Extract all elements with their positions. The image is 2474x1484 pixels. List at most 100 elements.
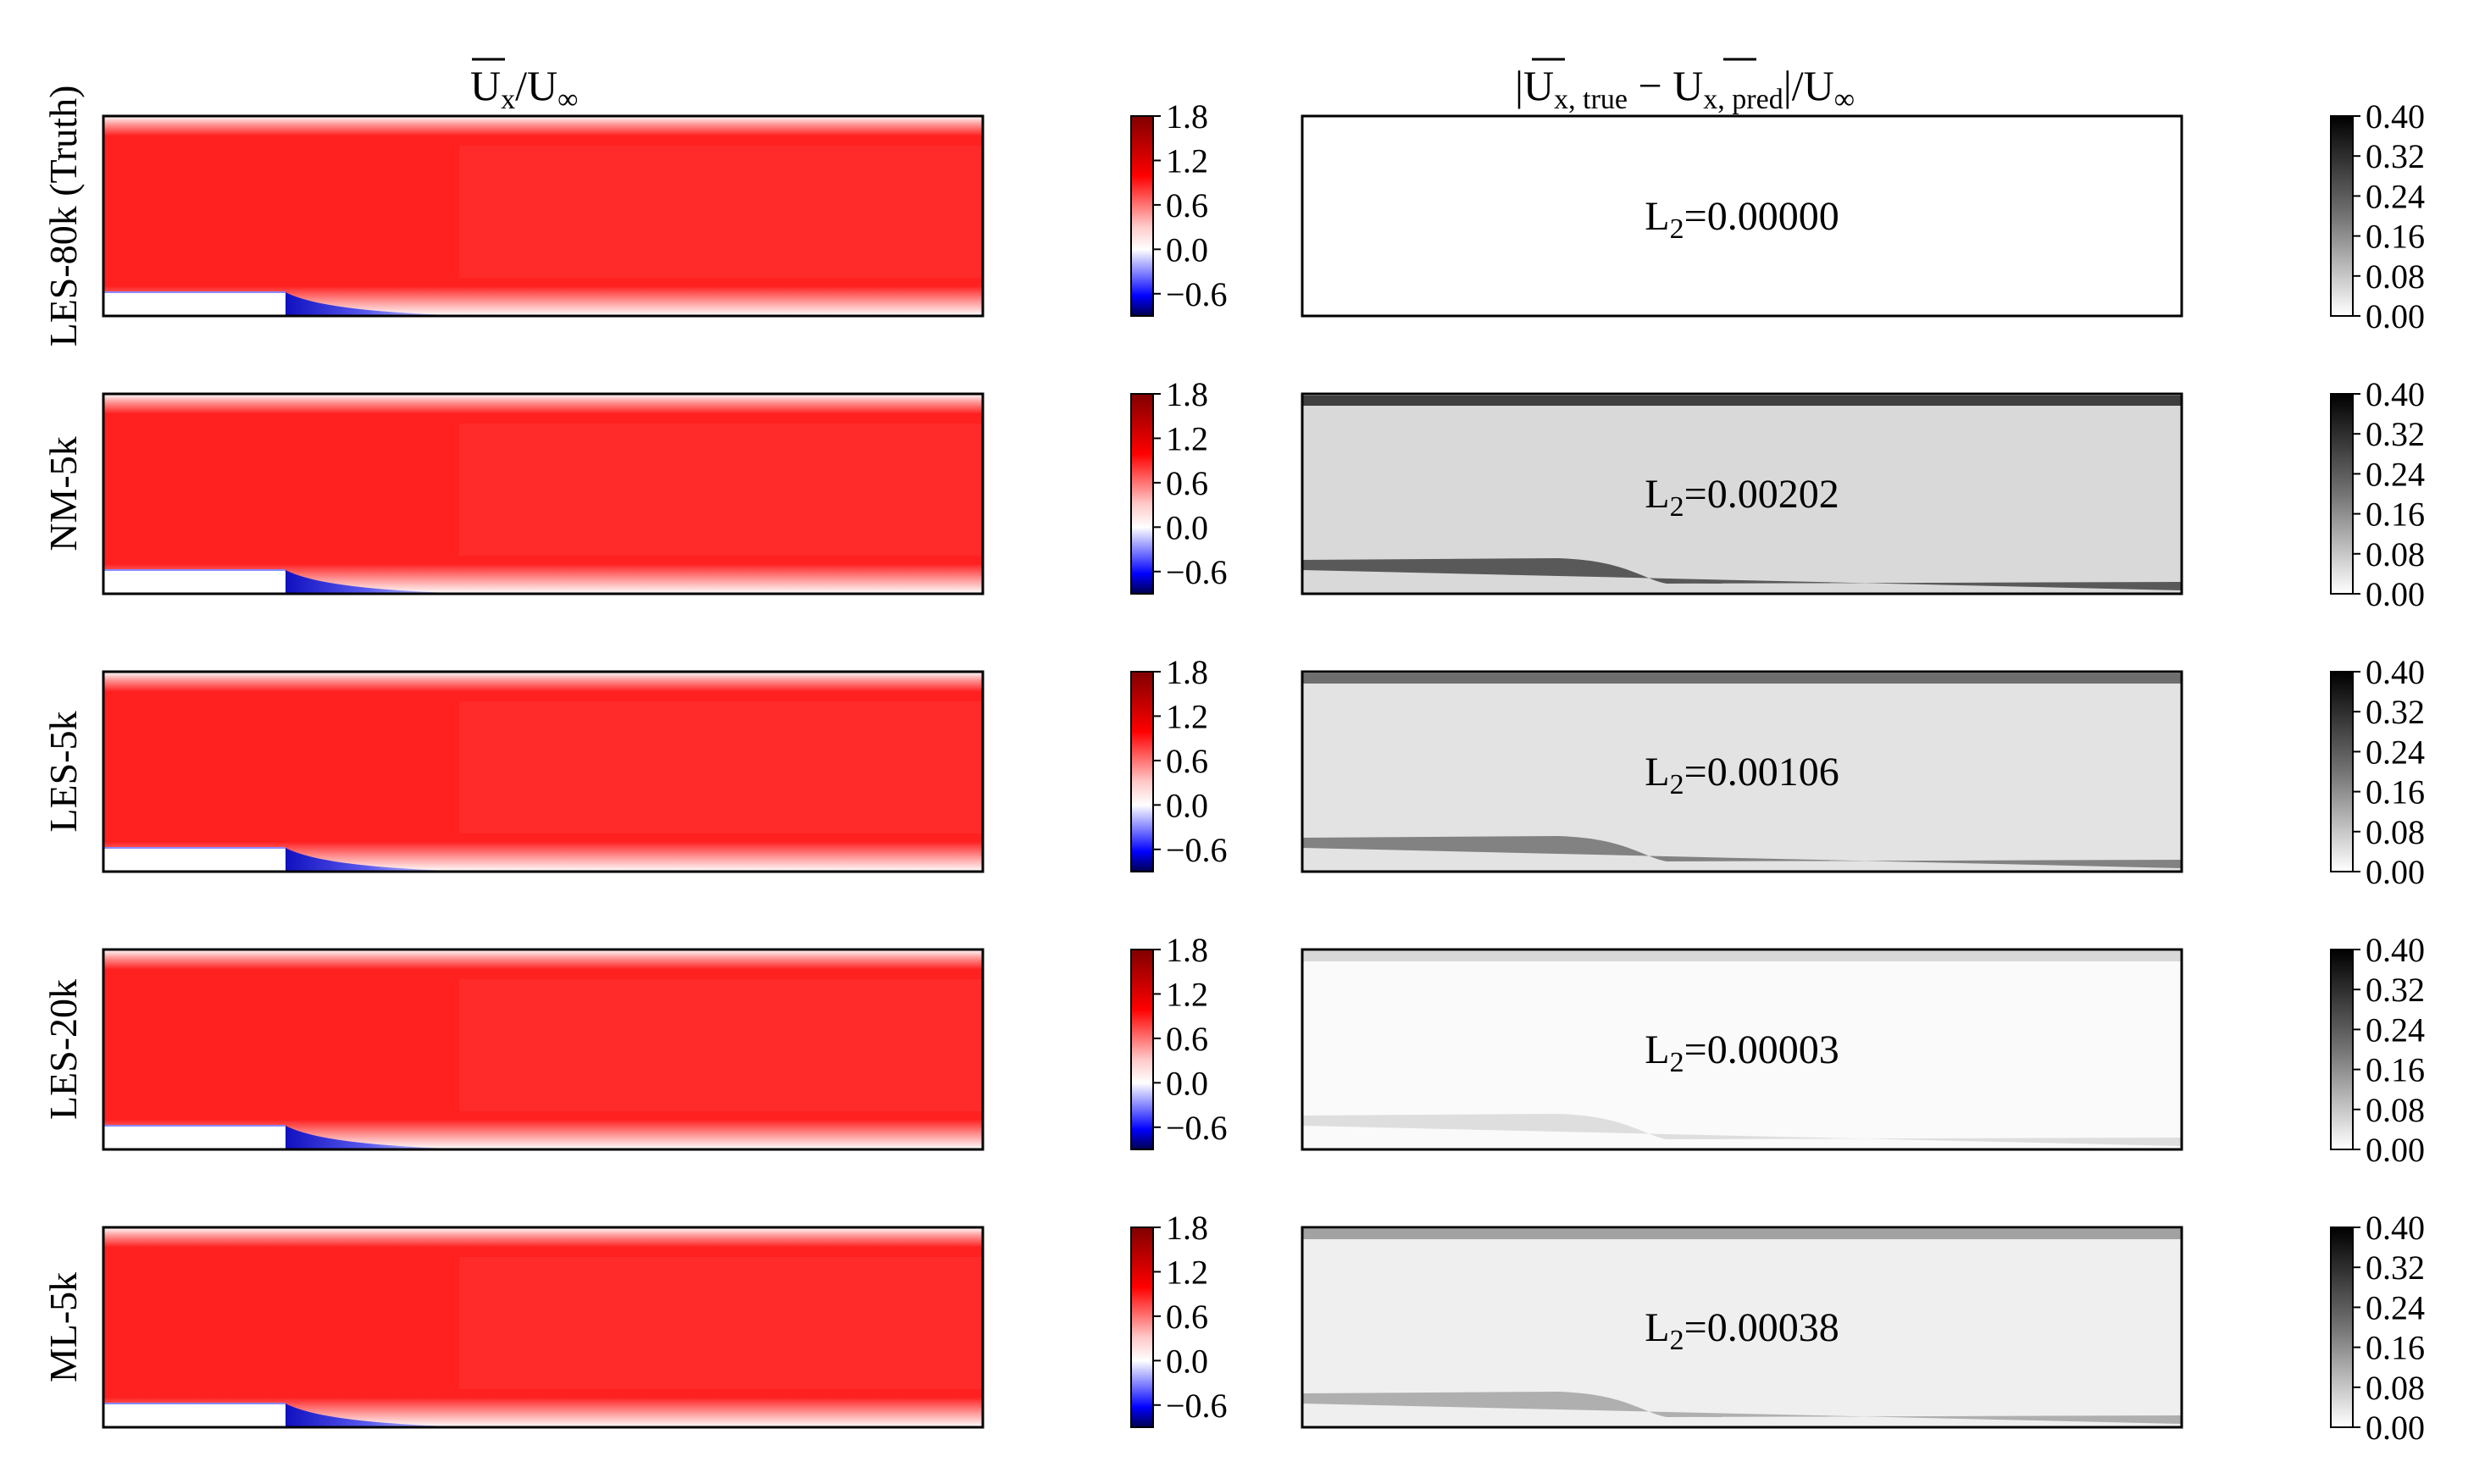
error-colorbar-tick-label: 0.24 (2366, 1011, 2425, 1049)
error-band-top (1302, 673, 2182, 684)
l2-annotation: L2=0.00003 (1645, 1027, 1839, 1078)
panel-rows: LES-80k (Truth) 1.8 1.2 0.6 0.0 −0.6 L2=0.0000… (42, 86, 2425, 1447)
velocity-colorbar-tick-label: 0.6 (1166, 1298, 1208, 1336)
velocity-frame (102, 948, 985, 1151)
error-colorbar-tick-label: 0.24 (2366, 1288, 2425, 1326)
error-colorbar (2330, 393, 2354, 595)
error-field (1302, 116, 2182, 316)
velocity-colorbar-tick-label: 1.2 (1166, 697, 1208, 735)
error-colorbar (2330, 949, 2354, 1150)
error-band-shear (1302, 558, 2182, 590)
row-4: ML-5k1.81.20.60.0−0.6L2=0.000380.400.320… (42, 1209, 2425, 1447)
step-block (103, 1126, 286, 1149)
error-frame (1301, 392, 2183, 595)
velocity-downstream-shade (459, 1257, 983, 1389)
error-colorbar-tick-label: 0.40 (2366, 653, 2425, 691)
error-band-top (1302, 396, 2182, 406)
row-3: LES-20k 1.8 1.2 0.6 0.0 −0.6 L2=0.00003 0.400.3… (42, 931, 2425, 1169)
error-colorbar-tick-label: 0.24 (2366, 733, 2425, 771)
l2-annotation: L2=0.00038 (1645, 1305, 1839, 1356)
error-colorbar-tick-label: 0.32 (2366, 137, 2425, 175)
velocity-downstream-shade (459, 701, 983, 833)
error-colorbar-tick-label: 0.24 (2366, 177, 2425, 215)
svg-text:|Ux, true − Ux, pred|/U∞: |Ux, true − Ux, pred|/U∞ (1515, 62, 1855, 115)
velocity-downstream-shade (459, 979, 983, 1111)
velocity-downstream-shade (459, 146, 983, 278)
velocity-colorbar-tick-label: 1.8 (1166, 653, 1208, 691)
error-colorbar-tick-label: 0.40 (2366, 375, 2425, 413)
error-colorbar-tick-label: 0.32 (2366, 971, 2425, 1009)
error-colorbar-tick-label: 0.00 (2366, 575, 2425, 613)
error-colorbar-tick-label: 0.40 (2366, 97, 2425, 136)
velocity-colorbar-tick-label: 1.8 (1166, 931, 1208, 969)
error-band-shear (1302, 836, 2182, 868)
velocity-colorbar-tick-label: −0.6 (1166, 553, 1228, 591)
velocity-frame (102, 670, 985, 873)
row-label: ML-5k (42, 1272, 85, 1382)
recirculation-bubble (286, 292, 451, 315)
error-band-shear (1302, 1114, 2182, 1146)
velocity-frame (102, 392, 985, 595)
error-colorbar-tick-label: 0.16 (2366, 773, 2425, 811)
velocity-colorbar-tick-label: 1.8 (1166, 375, 1208, 413)
error-band-top (1302, 1229, 2182, 1239)
step-block (103, 570, 286, 594)
error-colorbar-tick-label: 0.08 (2366, 1091, 2425, 1129)
row-label: NM-5k (42, 436, 85, 551)
velocity-colorbar-tick-label: −0.6 (1166, 831, 1228, 869)
error-colorbar (2330, 115, 2354, 317)
error-colorbar (2330, 671, 2354, 872)
error-colorbar-tick-label: 0.00 (2366, 1409, 2425, 1447)
error-band-top (1302, 951, 2182, 961)
error-colorbar-tick-label: 0.32 (2366, 693, 2425, 731)
velocity-frame (102, 1226, 985, 1429)
row-1: NM-5k1.81.20.60.0−0.6L2=0.002020.400.320… (42, 375, 2425, 613)
velocity-colorbar-tick-label: 0.6 (1166, 464, 1208, 502)
l2-annotation: L2=0.00202 (1645, 472, 1839, 523)
velocity-frame (102, 114, 985, 318)
col-title-error: |Ux, true − Ux, pred|/U∞ (1515, 58, 1855, 115)
step-block (103, 848, 286, 872)
velocity-colorbar-tick-label: 0.0 (1166, 230, 1208, 269)
error-frame (1301, 114, 2183, 318)
error-frame (1301, 670, 2183, 873)
velocity-colorbar-tick-label: 1.2 (1166, 419, 1208, 457)
l2-annotation: L2=0.00000 (1645, 194, 1839, 245)
col-title-velocity: Ux/U∞ (470, 58, 578, 115)
error-colorbar-tick-label: 0.00 (2366, 1131, 2425, 1169)
error-frame (1301, 1226, 2183, 1429)
error-colorbar-tick-label: 0.32 (2366, 1249, 2425, 1287)
error-colorbar-tick-label: 0.40 (2366, 931, 2425, 969)
recirculation-bubble (286, 1404, 451, 1426)
velocity-colorbar-tick-label: 0.0 (1166, 508, 1208, 546)
error-colorbar (2330, 1227, 2354, 1428)
svg-text:Ux/U∞: Ux/U∞ (470, 62, 578, 115)
l2-annotation: L2=0.00106 (1645, 750, 1839, 800)
error-colorbar-tick-label: 0.16 (2366, 218, 2425, 256)
row-0: LES-80k (Truth) 1.8 1.2 0.6 0.0 −0.6 L2=0.0000… (42, 86, 2425, 347)
velocity-colorbar-tick-label: 1.2 (1166, 975, 1208, 1013)
error-frame (1301, 948, 2183, 1151)
velocity-colorbar-tick-label: 1.2 (1166, 1253, 1208, 1291)
velocity-colorbar-tick-label: 1.2 (1166, 141, 1208, 180)
recirculation-bubble (286, 570, 451, 593)
velocity-downstream-shade (459, 424, 983, 556)
row-label: LES-5k (42, 711, 85, 832)
velocity-colorbar (1130, 115, 1154, 317)
recirculation-bubble (286, 848, 451, 871)
velocity-colorbar (1130, 949, 1154, 1150)
step-block (103, 292, 286, 316)
error-colorbar-tick-label: 0.40 (2366, 1209, 2425, 1247)
error-colorbar-tick-label: 0.08 (2366, 1369, 2425, 1407)
velocity-colorbar-tick-label: −0.6 (1166, 1387, 1228, 1425)
velocity-colorbar-tick-label: 0.0 (1166, 1342, 1208, 1380)
velocity-colorbar-tick-label: 1.8 (1166, 97, 1208, 136)
error-colorbar-tick-label: 0.24 (2366, 455, 2425, 493)
velocity-colorbar-tick-label: −0.6 (1166, 275, 1228, 313)
error-colorbar-tick-label: 0.16 (2366, 1051, 2425, 1089)
error-colorbar-tick-label: 0.08 (2366, 257, 2425, 296)
error-colorbar-tick-label: 0.08 (2366, 813, 2425, 851)
error-band-shear (1302, 1392, 2182, 1424)
error-colorbar-tick-label: 0.08 (2366, 535, 2425, 573)
